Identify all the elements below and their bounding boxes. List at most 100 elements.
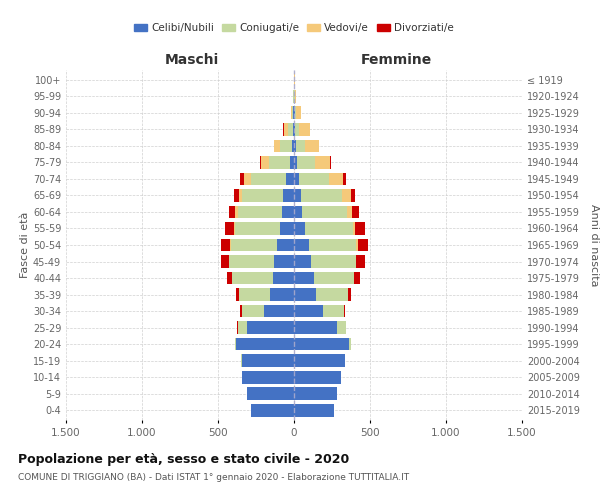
Bar xyxy=(301,189,342,202)
Bar xyxy=(294,156,297,169)
Bar xyxy=(235,222,280,235)
Bar xyxy=(351,189,355,202)
Bar xyxy=(294,338,349,350)
Bar xyxy=(274,255,294,268)
Bar xyxy=(236,338,294,350)
Bar xyxy=(294,140,296,152)
Bar xyxy=(238,206,282,218)
Text: Femmine: Femmine xyxy=(361,52,432,66)
Bar xyxy=(293,106,294,120)
Bar xyxy=(292,140,294,152)
Bar xyxy=(242,370,294,384)
Bar xyxy=(294,387,337,400)
Bar xyxy=(314,272,354,284)
Text: Popolazione per età, sesso e stato civile - 2020: Popolazione per età, sesso e stato civil… xyxy=(18,452,349,466)
Bar xyxy=(280,222,294,235)
Bar xyxy=(294,206,302,218)
Bar xyxy=(294,172,299,186)
Bar xyxy=(290,156,294,169)
Bar xyxy=(231,238,277,252)
Bar xyxy=(239,288,271,301)
Bar xyxy=(355,222,365,235)
Bar xyxy=(269,156,290,169)
Bar xyxy=(330,156,331,169)
Bar xyxy=(294,222,305,235)
Bar xyxy=(293,123,294,136)
Bar xyxy=(294,255,311,268)
Bar xyxy=(294,304,323,318)
Legend: Celibi/Nubili, Coniugati/e, Vedovi/e, Divorziati/e: Celibi/Nubili, Coniugati/e, Vedovi/e, Di… xyxy=(130,19,458,38)
Bar xyxy=(347,206,352,218)
Bar xyxy=(353,222,355,235)
Bar xyxy=(356,238,358,252)
Bar xyxy=(221,238,230,252)
Bar xyxy=(251,404,294,416)
Bar xyxy=(305,140,319,152)
Bar xyxy=(352,206,359,218)
Bar xyxy=(356,255,365,268)
Bar xyxy=(238,321,247,334)
Bar xyxy=(273,272,294,284)
Text: COMUNE DI TRIGGIANO (BA) - Dati ISTAT 1° gennaio 2020 - Elaborazione TUTTITALIA.: COMUNE DI TRIGGIANO (BA) - Dati ISTAT 1°… xyxy=(18,472,409,482)
Bar xyxy=(227,272,232,284)
Bar xyxy=(349,338,351,350)
Bar xyxy=(295,106,296,120)
Bar xyxy=(229,206,235,218)
Bar xyxy=(294,288,316,301)
Bar xyxy=(358,238,368,252)
Bar xyxy=(262,156,269,169)
Bar xyxy=(296,140,305,152)
Bar xyxy=(343,172,346,186)
Bar xyxy=(305,222,353,235)
Bar xyxy=(230,238,231,252)
Bar xyxy=(309,238,356,252)
Bar xyxy=(235,206,238,218)
Bar xyxy=(234,189,239,202)
Bar xyxy=(242,189,283,202)
Bar xyxy=(348,288,350,301)
Bar xyxy=(271,288,294,301)
Bar xyxy=(288,123,293,136)
Bar xyxy=(311,255,356,268)
Text: Maschi: Maschi xyxy=(164,52,218,66)
Bar xyxy=(233,222,235,235)
Bar xyxy=(260,156,262,169)
Bar xyxy=(242,354,294,367)
Bar xyxy=(247,387,294,400)
Bar xyxy=(232,272,273,284)
Bar xyxy=(294,238,309,252)
Bar xyxy=(290,106,292,120)
Bar xyxy=(274,140,280,152)
Bar xyxy=(294,354,345,367)
Bar xyxy=(240,172,244,186)
Bar xyxy=(286,172,294,186)
Bar xyxy=(315,156,330,169)
Bar xyxy=(296,106,301,120)
Bar xyxy=(337,321,346,334)
Bar xyxy=(344,304,346,318)
Bar xyxy=(294,321,337,334)
Y-axis label: Fasce di età: Fasce di età xyxy=(20,212,30,278)
Bar xyxy=(355,272,359,284)
Bar xyxy=(241,304,242,318)
Bar xyxy=(251,172,286,186)
Bar xyxy=(294,189,301,202)
Bar xyxy=(342,189,351,202)
Bar xyxy=(299,123,310,136)
Bar xyxy=(284,123,288,136)
Bar xyxy=(235,338,236,350)
Bar xyxy=(229,255,274,268)
Bar xyxy=(263,304,294,318)
Bar xyxy=(297,156,315,169)
Bar xyxy=(299,172,329,186)
Bar xyxy=(316,288,348,301)
Bar xyxy=(221,255,229,268)
Bar xyxy=(283,189,294,202)
Bar xyxy=(239,189,242,202)
Bar xyxy=(294,404,334,416)
Bar xyxy=(295,90,296,103)
Bar xyxy=(294,272,314,284)
Bar xyxy=(323,304,344,318)
Bar xyxy=(302,206,347,218)
Bar xyxy=(282,206,294,218)
